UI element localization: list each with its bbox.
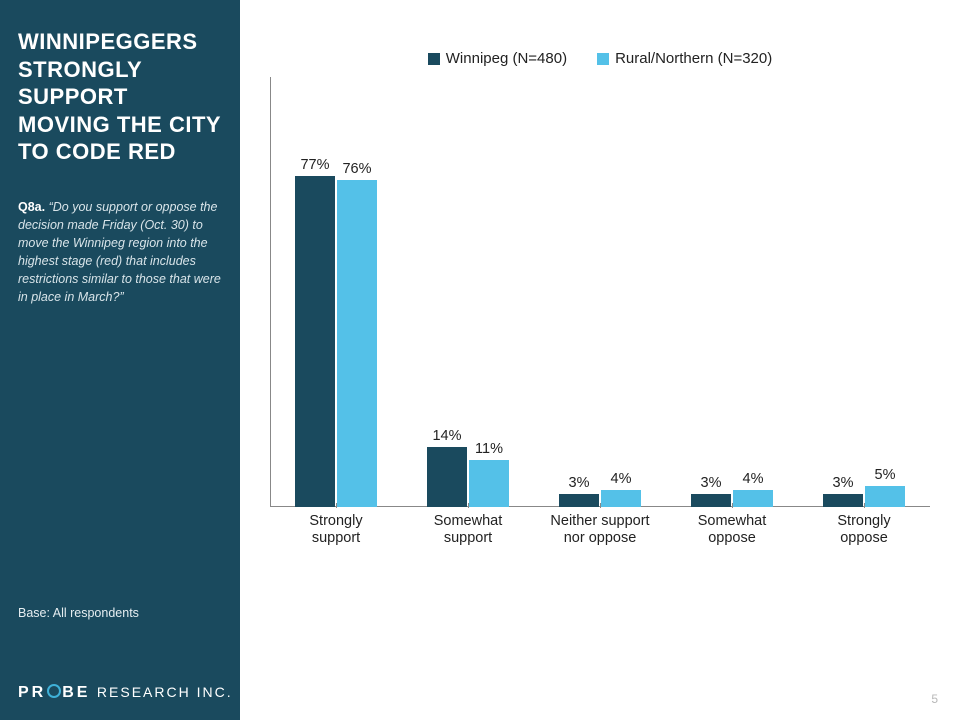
category-label: Stronglyoppose: [798, 507, 930, 557]
sidebar-panel: WINNIPEGGERS STRONGLY SUPPORT MOVING THE…: [0, 0, 240, 720]
logo-circle-icon: [47, 684, 61, 698]
bar-value-label: 3%: [691, 475, 731, 494]
bar: 14%: [427, 447, 467, 507]
page-number: 5: [931, 692, 938, 706]
question-label: Q8a.: [18, 200, 45, 214]
bar-value-label: 76%: [337, 161, 377, 180]
question-block: Q8a. “Do you support or oppose the decis…: [18, 198, 222, 307]
legend-item-0: Winnipeg (N=480): [428, 50, 567, 67]
bar-groups: 77%76%14%11%3%4%3%4%3%5%: [270, 77, 930, 507]
bar-value-label: 3%: [823, 475, 863, 494]
logo-part3: RESEARCH INC.: [97, 684, 233, 700]
legend-item-1: Rural/Northern (N=320): [597, 50, 772, 67]
bar-value-label: 11%: [469, 441, 509, 460]
bar-value-label: 4%: [733, 471, 773, 490]
bar-value-label: 77%: [295, 157, 335, 176]
bar-group: 3%4%: [666, 77, 798, 507]
bar-value-label: 3%: [559, 475, 599, 494]
base-note: Base: All respondents: [18, 606, 139, 620]
bar: 3%: [823, 494, 863, 507]
bar: 3%: [691, 494, 731, 507]
legend-label-1: Rural/Northern (N=320): [615, 50, 772, 67]
bar: 4%: [601, 490, 641, 507]
legend-swatch-0: [428, 53, 440, 65]
logo-part1: PR: [18, 684, 46, 701]
bar-group: 3%5%: [798, 77, 930, 507]
bar: 77%: [295, 176, 335, 507]
bar-group: 3%4%: [534, 77, 666, 507]
question-text: “Do you support or oppose the decision m…: [18, 200, 221, 305]
chart-legend: Winnipeg (N=480) Rural/Northern (N=320): [270, 50, 930, 67]
category-label: Somewhatsupport: [402, 507, 534, 557]
legend-label-0: Winnipeg (N=480): [446, 50, 567, 67]
bar: 3%: [559, 494, 599, 507]
slide-title: WINNIPEGGERS STRONGLY SUPPORT MOVING THE…: [18, 28, 222, 166]
category-label: Somewhatoppose: [666, 507, 798, 557]
category-labels-row: StronglysupportSomewhatsupportNeither su…: [270, 507, 930, 557]
bar: 11%: [469, 460, 509, 507]
bar-value-label: 14%: [427, 428, 467, 447]
bar-value-label: 5%: [865, 467, 905, 486]
bar-group: 77%76%: [270, 77, 402, 507]
bar-value-label: 4%: [601, 471, 641, 490]
logo-part2: BE: [62, 684, 90, 701]
bar: 4%: [733, 490, 773, 507]
chart-plot: 77%76%14%11%3%4%3%4%3%5% Stronglysupport…: [270, 77, 930, 557]
bar-group: 14%11%: [402, 77, 534, 507]
category-label: Stronglysupport: [270, 507, 402, 557]
company-logo: PR BE RESEARCH INC.: [18, 683, 233, 702]
bar: 76%: [337, 180, 377, 507]
chart-area: Winnipeg (N=480) Rural/Northern (N=320) …: [240, 0, 960, 720]
slide-page: WINNIPEGGERS STRONGLY SUPPORT MOVING THE…: [0, 0, 960, 720]
category-label: Neither supportnor oppose: [534, 507, 666, 557]
legend-swatch-1: [597, 53, 609, 65]
bar: 5%: [865, 486, 905, 508]
